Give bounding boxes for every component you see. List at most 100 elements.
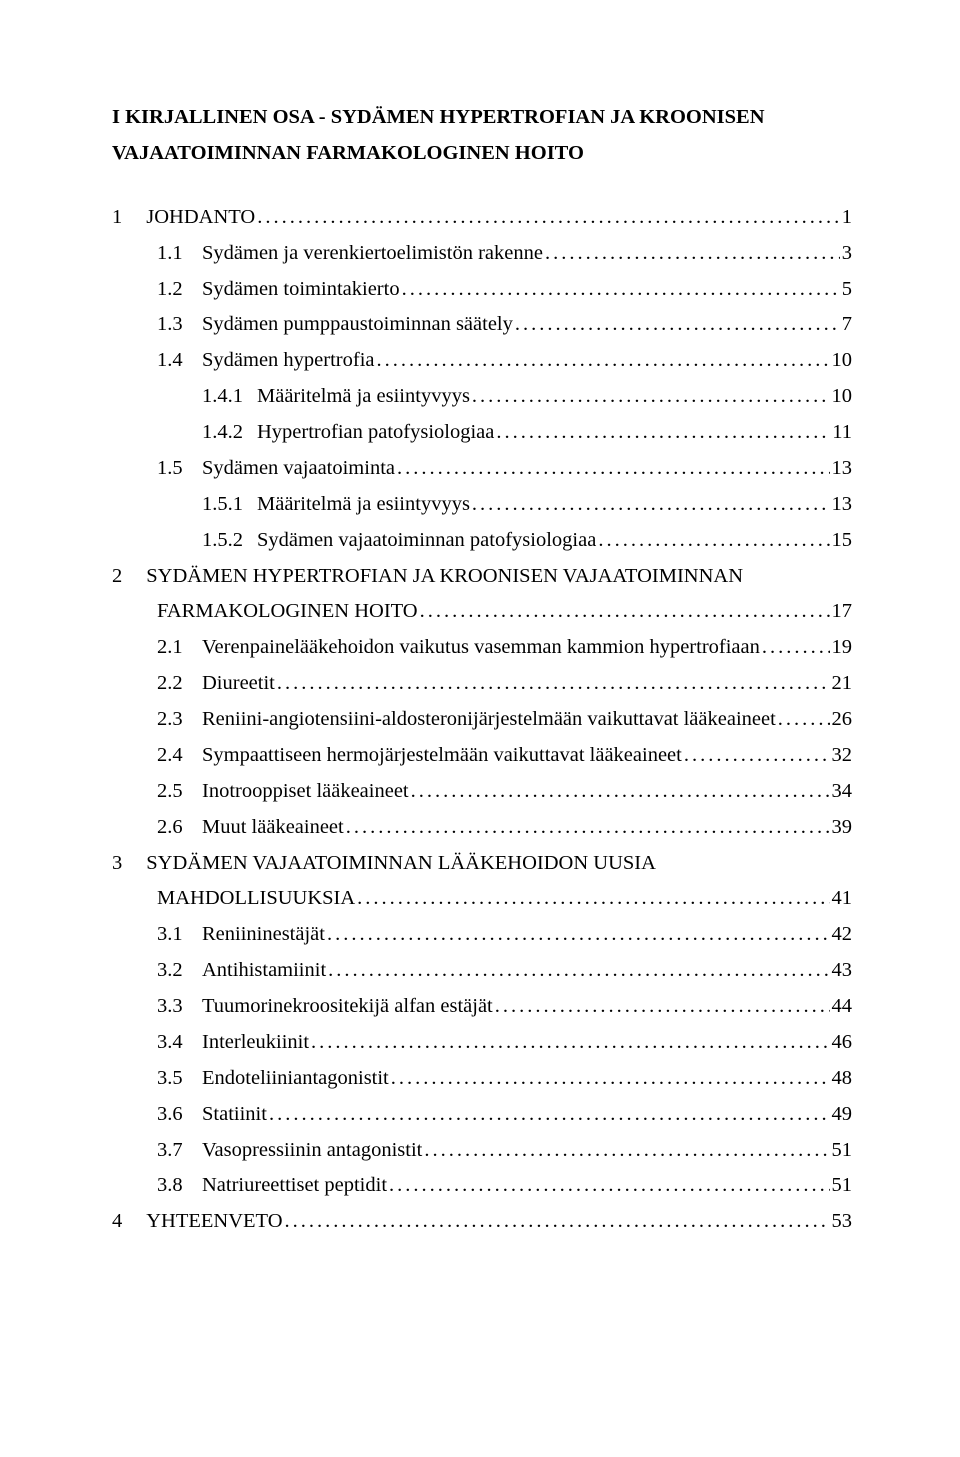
toc-leader [598,523,829,559]
toc-entry: 2.6Muut lääkeaineet39 [157,810,852,846]
toc-entry: 3.7Vasopressiinin antagonistit51 [157,1133,852,1169]
toc-leader [346,810,830,846]
toc-label: Sydämen vajaatoiminnan patofysiologiaa [257,523,598,559]
toc-leader [778,702,830,738]
toc-leader [515,307,840,343]
toc-page: 46 [830,1025,853,1061]
toc-entry: 2 SYDÄMEN HYPERTROFIAN JA KROONISEN VAJA… [112,559,852,595]
toc-leader [496,415,830,451]
toc-leader [257,200,840,236]
toc-entry: 4 YHTEENVETO53 [112,1204,852,1240]
toc-leader [269,1097,830,1133]
toc-number: 4 [112,1204,136,1240]
toc-label: MAHDOLLISUUKSIA [157,881,357,917]
toc-page: 53 [830,1204,853,1240]
toc-label: Antihistamiinit [202,953,328,989]
toc-number: 2 [112,559,136,595]
toc-leader [545,236,840,272]
title-line-2: VAJAATOIMINNAN FARMAKOLOGINEN HOITO [112,136,852,172]
toc-entry: 1.2Sydämen toimintakierto 5 [157,272,852,308]
toc-page: 15 [830,523,853,559]
toc-leader [472,487,830,523]
toc-entry: 3.3Tuumorinekroositekijä alfan estäjät44 [157,989,852,1025]
toc-number: 3.1 [157,917,202,953]
document-page: I KIRJALLINEN OSA - SYDÄMEN HYPERTROFIAN… [0,0,960,1457]
toc-label: Määritelmä ja esiintyvyys [257,487,472,523]
toc-leader [389,1168,829,1204]
toc-entry: 1 JOHDANTO1 [112,200,852,236]
toc-entry: 3 SYDÄMEN VAJAATOIMINNAN LÄÄKEHOIDON UUS… [112,846,852,882]
toc-page: 41 [830,881,853,917]
toc-label: FARMAKOLOGINEN HOITO [157,594,420,630]
toc-entry-cont: MAHDOLLISUUKSIA 41 [157,881,852,917]
toc-label: Sydämen ja verenkiertoelimistön rakenne [202,236,545,272]
toc-page: 5 [840,272,852,308]
toc-entry: 3.4Interleukiinit46 [157,1025,852,1061]
toc-number: 1.2 [157,272,202,308]
toc-number: 1 [112,200,136,236]
toc-label: SYDÄMEN VAJAATOIMINNAN LÄÄKEHOIDON UUSIA [136,846,658,882]
toc-label: Hypertrofian patofysiologiaa [257,415,496,451]
toc-entry: 2.5Inotrooppiset lääkeaineet34 [157,774,852,810]
toc-number: 3.3 [157,989,202,1025]
toc-leader [328,953,829,989]
toc-entry: 1.1Sydämen ja verenkiertoelimistön raken… [157,236,852,272]
toc-label: Sydämen hypertrofia [202,343,377,379]
toc-page: 32 [830,738,853,774]
toc-label: Sydämen pumppaustoiminnan säätely [202,307,515,343]
toc-label: Sydämen toimintakierto [202,272,402,308]
toc-label: Reniini-angiotensiini-aldosteronijärjest… [202,702,778,738]
toc-number: 2.6 [157,810,202,846]
toc-page: 19 [830,630,853,666]
table-of-contents: 1 JOHDANTO11.1Sydämen ja verenkiertoelim… [112,200,852,1240]
toc-number: 3.2 [157,953,202,989]
toc-label: Inotrooppiset lääkeaineet [202,774,411,810]
toc-label: SYDÄMEN HYPERTROFIAN JA KROONISEN VAJAAT… [136,559,745,595]
toc-number: 2.4 [157,738,202,774]
toc-number: 1.3 [157,307,202,343]
toc-page: 21 [830,666,853,702]
toc-page: 7 [840,307,852,343]
toc-leader [424,1133,829,1169]
toc-label: Sydämen vajaatoiminta [202,451,397,487]
toc-entry: 1.5.2Sydämen vajaatoiminnan patofysiolog… [202,523,852,559]
toc-page: 26 [830,702,853,738]
toc-number: 1.5.1 [202,487,257,523]
toc-leader [397,451,830,487]
toc-label: Vasopressiinin antagonistit [202,1133,424,1169]
toc-number: 1.5 [157,451,202,487]
toc-number: 3.5 [157,1061,202,1097]
toc-page: 42 [830,917,853,953]
toc-label: Määritelmä ja esiintyvyys [257,379,472,415]
toc-number: 3.8 [157,1168,202,1204]
toc-label: Muut lääkeaineet [202,810,346,846]
toc-entry-cont: FARMAKOLOGINEN HOITO 17 [157,594,852,630]
toc-page: 51 [830,1133,853,1169]
toc-page: 17 [830,594,853,630]
toc-leader [391,1061,830,1097]
toc-page: 10 [830,379,853,415]
toc-page: 43 [830,953,853,989]
toc-entry: 1.4.2Hypertrofian patofysiologiaa 11 [202,415,852,451]
toc-entry: 1.4.1Määritelmä ja esiintyvyys10 [202,379,852,415]
toc-leader [411,774,830,810]
toc-page: 49 [830,1097,853,1133]
toc-leader [762,630,830,666]
toc-entry: 3.5Endoteliiniantagonistit48 [157,1061,852,1097]
toc-leader [311,1025,829,1061]
toc-number: 1.4.2 [202,415,257,451]
toc-page: 11 [830,415,852,451]
toc-entry: 3.8Natriureettiset peptidit51 [157,1168,852,1204]
toc-page: 10 [830,343,853,379]
toc-number: 2.1 [157,630,202,666]
toc-leader [684,738,830,774]
toc-page: 44 [830,989,853,1025]
page-title: I KIRJALLINEN OSA - SYDÄMEN HYPERTROFIAN… [112,100,852,172]
toc-number: 2.5 [157,774,202,810]
toc-entry: 2.2Diureetit21 [157,666,852,702]
toc-leader [357,881,829,917]
toc-page: 51 [830,1168,853,1204]
toc-label: Diureetit [202,666,277,702]
toc-leader [327,917,830,953]
toc-entry: 1.5Sydämen vajaatoiminta13 [157,451,852,487]
